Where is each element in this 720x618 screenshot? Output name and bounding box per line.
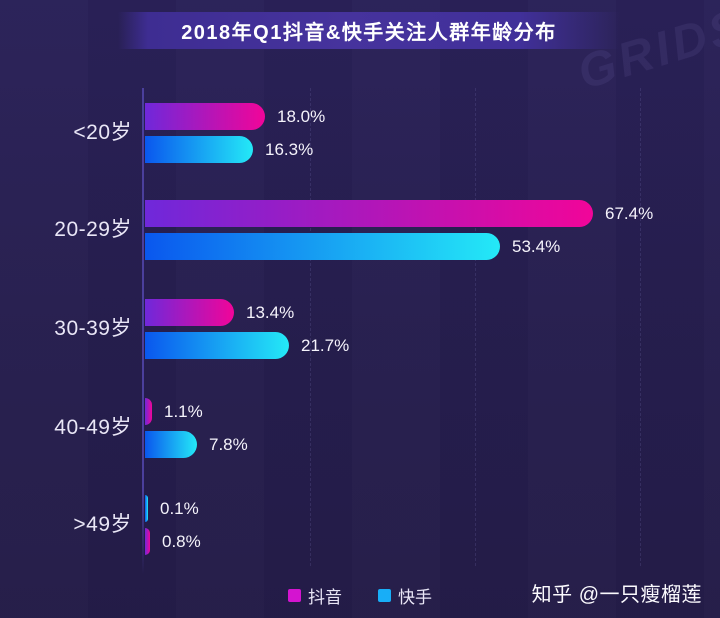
value-label-douyin-1: 67.4% (605, 204, 654, 223)
legend-item-kuaishou: 快手 (378, 583, 432, 608)
category-label-0: <20岁 (73, 121, 132, 144)
gridline-1 (475, 88, 476, 566)
value-label-douyin-4: 0.8% (162, 532, 201, 551)
legend-item-douyin: 抖音 (288, 583, 342, 608)
value-label-douyin-0: 18.0% (277, 107, 326, 126)
legend-label-douyin: 抖音 (308, 588, 342, 607)
legend-label-kuaishou: 快手 (398, 588, 432, 607)
bar-douyin-4 (145, 528, 150, 555)
category-label-1: 20-29岁 (54, 218, 132, 241)
value-label-kuaishou-4: 0.1% (160, 499, 199, 518)
value-label-douyin-3: 1.1% (164, 402, 203, 421)
bar-kuaishou-2 (145, 332, 289, 359)
category-label-3: 40-49岁 (54, 416, 132, 439)
bar-kuaishou-1 (145, 233, 500, 260)
legend-swatch-douyin-icon (288, 589, 301, 602)
value-label-kuaishou-2: 21.7% (301, 336, 350, 355)
gridline-0 (310, 88, 311, 566)
value-label-kuaishou-0: 16.3% (265, 140, 314, 159)
bar-douyin-2 (145, 299, 234, 326)
bar-douyin-1 (145, 200, 593, 227)
y-axis-line (142, 88, 144, 575)
bar-douyin-0 (145, 103, 265, 130)
legend-swatch-kuaishou-icon (378, 589, 391, 602)
category-label-4: >49岁 (73, 513, 132, 536)
value-label-kuaishou-3: 7.8% (209, 435, 248, 454)
zhihu-watermark: 知乎 @一只瘦榴莲 (531, 584, 702, 606)
bar-kuaishou-4 (145, 495, 148, 522)
bar-kuaishou-3 (145, 431, 197, 458)
gridline-2 (640, 88, 641, 566)
bar-douyin-3 (145, 398, 152, 425)
chart-title: 2018年Q1抖音&快手关注人群年龄分布 (181, 22, 557, 44)
category-label-2: 30-39岁 (54, 317, 132, 340)
bar-kuaishou-0 (145, 136, 253, 163)
title-banner: 2018年Q1抖音&快手关注人群年龄分布 (118, 12, 620, 49)
value-label-douyin-2: 13.4% (246, 303, 295, 322)
legend: 抖音 快手 (288, 583, 432, 608)
value-label-kuaishou-1: 53.4% (512, 237, 561, 256)
